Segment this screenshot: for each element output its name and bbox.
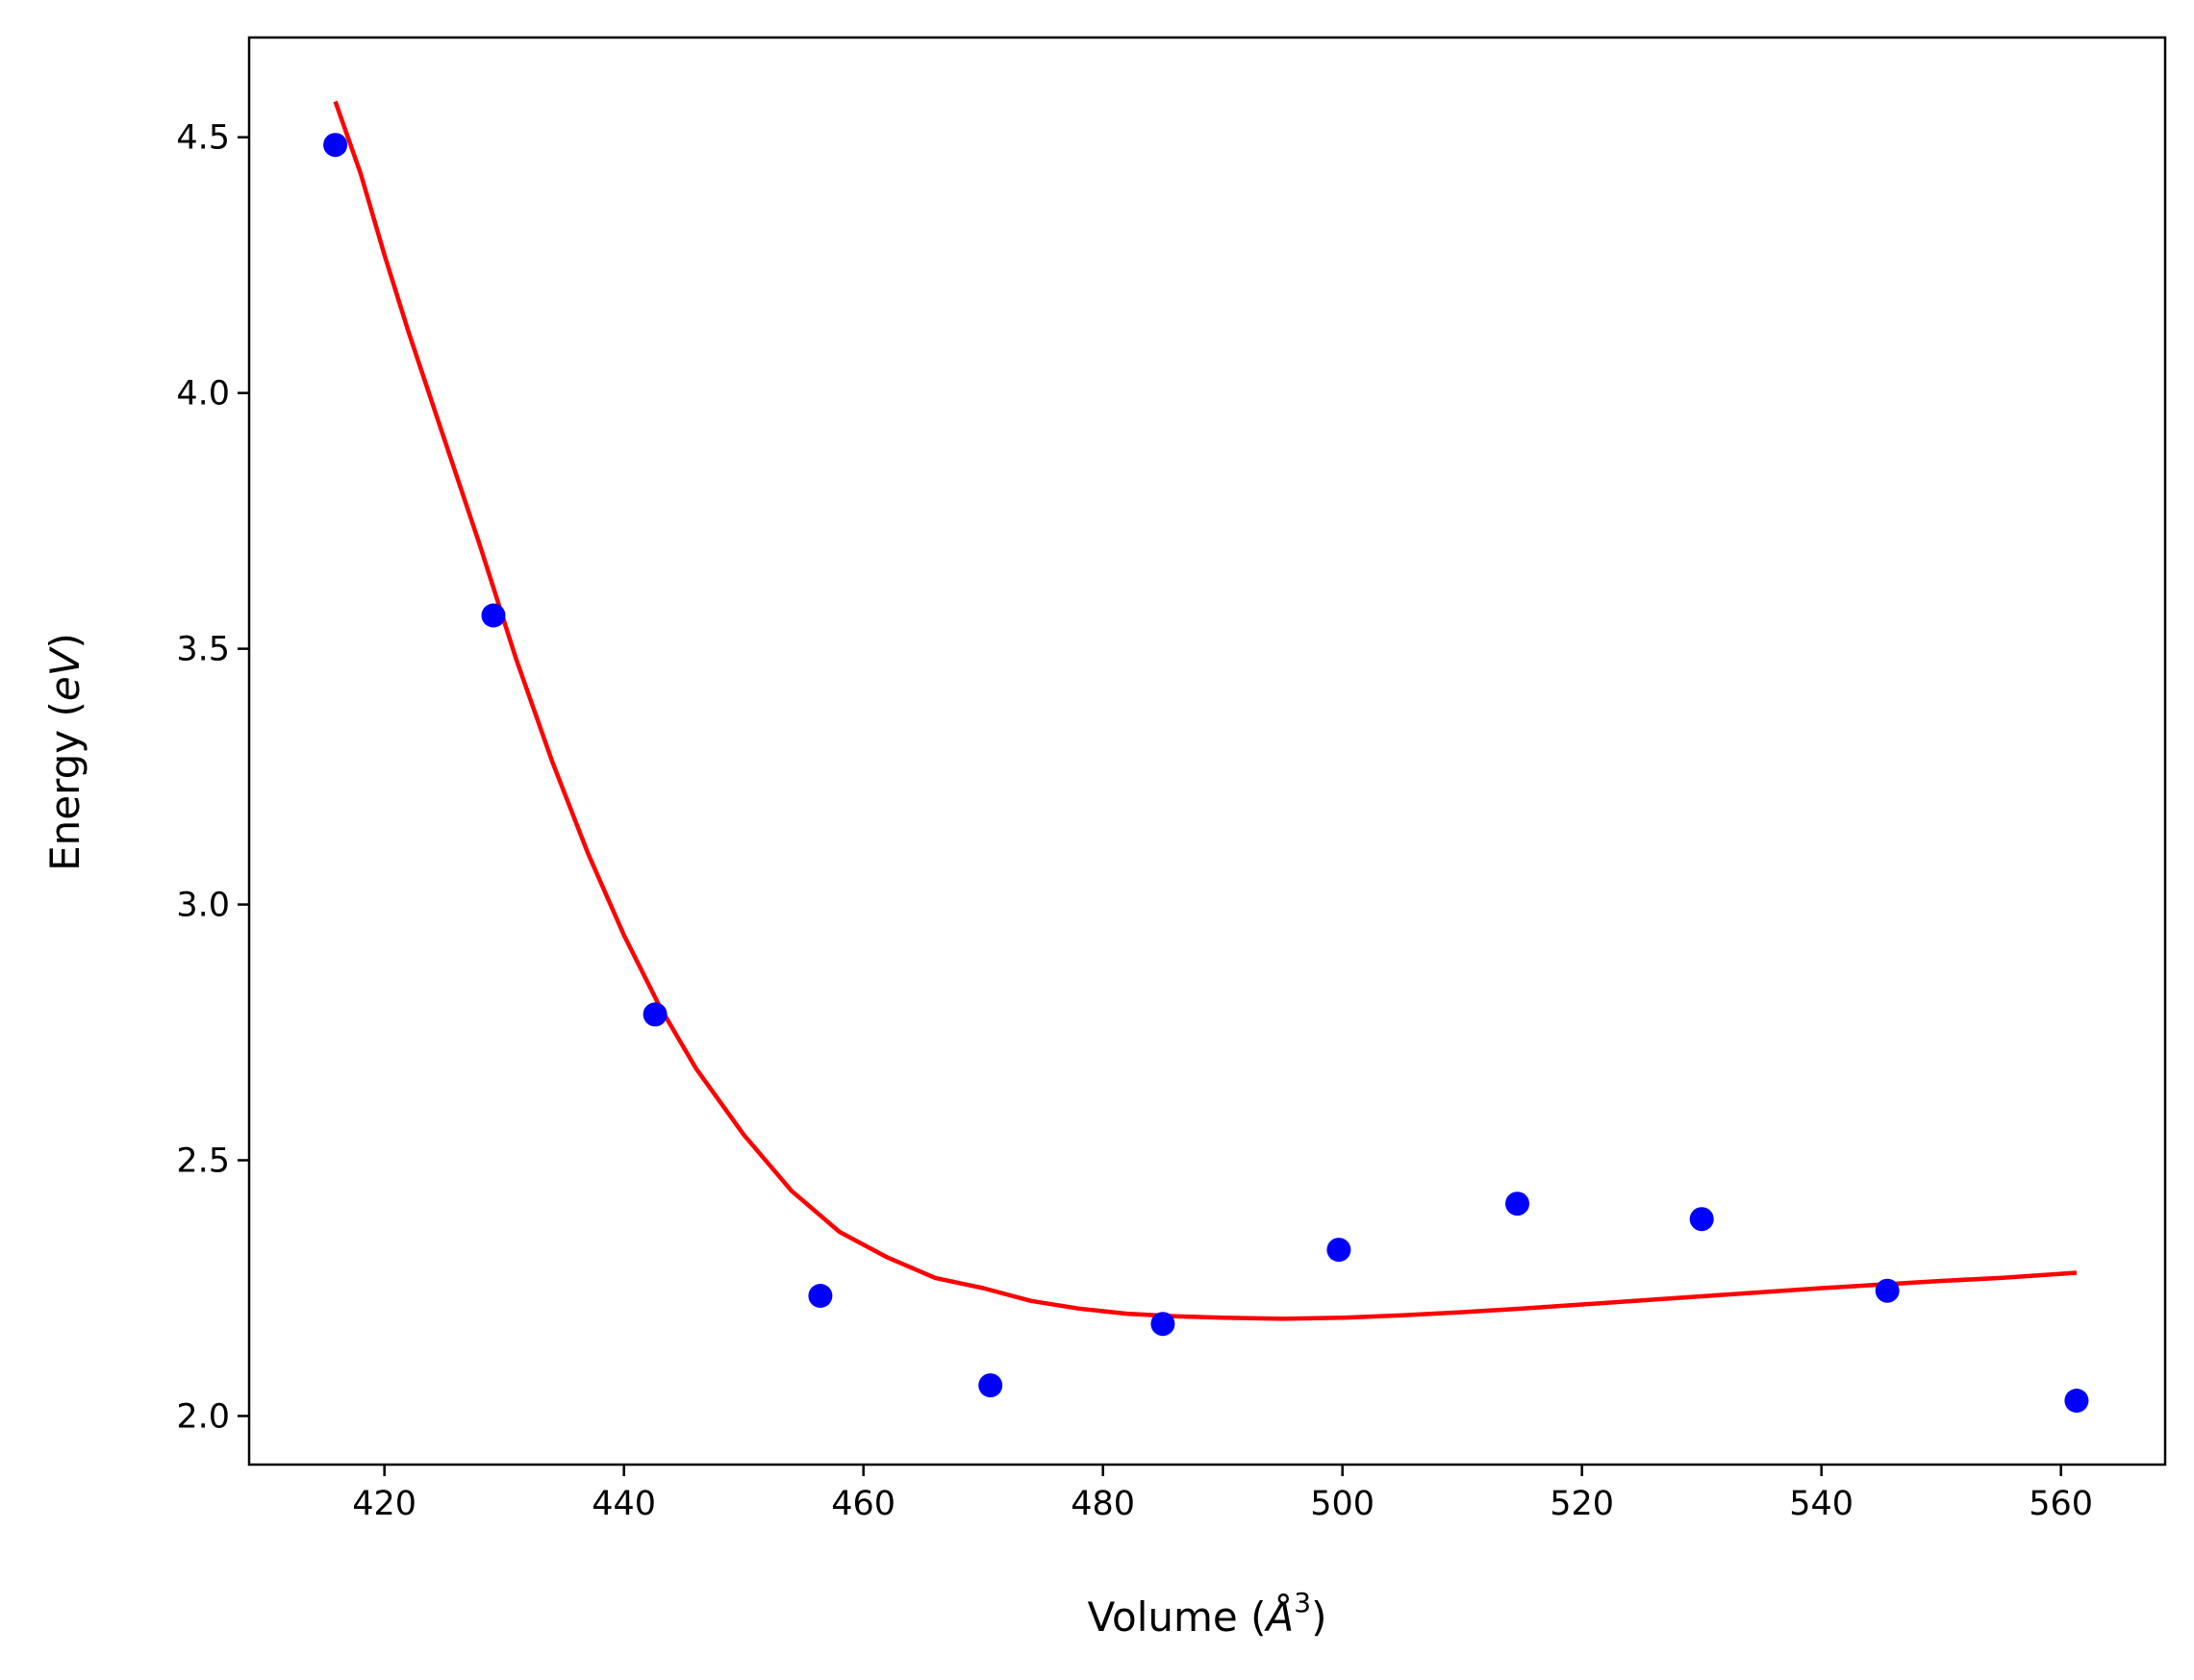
x-axis-label-exponent: 3	[1294, 1587, 1311, 1618]
x-axis-label: Volume (Å3)	[1088, 1587, 1327, 1641]
y-tick-label: 2.5	[176, 1142, 230, 1181]
y-axis-label-unit: eV	[41, 645, 88, 701]
data-point	[2064, 1389, 2089, 1413]
plot-frame	[247, 36, 2167, 1467]
x-tick-label: 560	[2029, 1485, 2093, 1523]
x-axis-ticks: 420 440 460 480 500 520 540 560	[352, 1465, 2093, 1523]
data-point	[1875, 1278, 1900, 1303]
x-tick-label: 500	[1310, 1485, 1374, 1523]
plot-background	[249, 38, 2165, 1465]
y-tick-label: 4.5	[176, 119, 230, 158]
data-points-layer	[323, 133, 2089, 1413]
x-axis-label-close: )	[1311, 1593, 1326, 1641]
y-axis-label-text: Energy (	[41, 701, 88, 871]
data-point	[1505, 1191, 1529, 1216]
data-point	[643, 1002, 668, 1027]
data-point	[481, 603, 506, 628]
data-point	[978, 1373, 1003, 1398]
data-point	[1689, 1207, 1714, 1232]
y-axis-ticks: 2.0 2.5 3.0 3.5 4.0 4.5	[176, 119, 249, 1436]
x-axis-label-unit: Å	[1264, 1592, 1295, 1641]
y-tick-label: 4.0	[176, 375, 230, 414]
data-point	[323, 133, 348, 158]
x-tick-label: 520	[1550, 1485, 1614, 1523]
fit-curve	[333, 100, 2078, 1321]
fit-curve-layer	[333, 100, 2078, 1321]
data-point	[808, 1284, 833, 1308]
y-tick-label: 3.0	[176, 887, 230, 925]
x-tick-label: 460	[831, 1485, 895, 1523]
x-tick-label: 440	[592, 1485, 656, 1523]
x-tick-label: 420	[352, 1485, 416, 1523]
y-tick-label: 3.5	[176, 631, 230, 669]
y-tick-label: 2.0	[176, 1397, 230, 1436]
y-axis-label: Energy (eV)	[41, 633, 88, 871]
data-point	[1150, 1312, 1175, 1337]
x-tick-label: 540	[1789, 1485, 1854, 1523]
y-axis-label-close: )	[41, 633, 88, 648]
x-tick-label: 480	[1071, 1485, 1135, 1523]
x-axis-label-text: Volume (	[1088, 1593, 1267, 1641]
data-point	[1326, 1238, 1351, 1263]
